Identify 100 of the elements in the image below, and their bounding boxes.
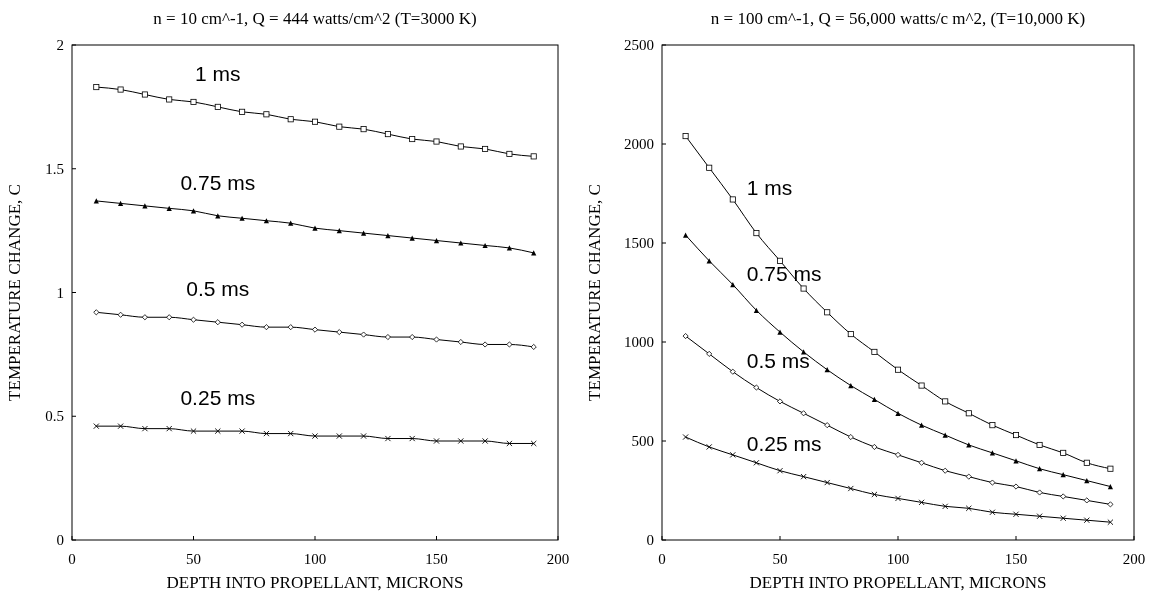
point [530,153,537,160]
point [409,136,416,143]
x-tick-label: 50 [772,551,788,567]
point [682,433,689,441]
point [214,103,221,110]
point [312,118,318,125]
point [239,428,246,435]
y-tick-label: 0 [56,532,64,548]
point [777,329,783,335]
point [433,138,440,145]
point [776,467,784,474]
point [263,430,270,437]
point [433,237,440,244]
point [989,450,995,456]
point [918,382,925,389]
point [847,331,854,338]
point [965,505,972,512]
point [239,215,245,221]
point [753,459,760,466]
point [942,467,949,474]
point [706,164,713,171]
x-tick-label: 100 [303,551,327,567]
point [287,324,294,331]
point [166,205,172,211]
point [894,495,902,502]
point [753,230,760,237]
series-label: 0.5 ms [746,348,810,372]
point [1013,432,1019,439]
point [1107,465,1114,472]
point [118,200,124,206]
y-tick-label: 1.5 [45,160,64,177]
point [93,198,99,204]
point [384,435,391,442]
series-label: 0.25 ms [180,386,256,410]
point [942,398,949,405]
point [871,348,878,355]
point [336,433,343,440]
point [409,235,415,241]
chart-title: n = 10 cm^-1, Q = 444 watts/cm^2 (T=3000 K) [153,9,477,28]
point [336,123,343,130]
point [777,257,783,264]
point [457,437,464,445]
point [263,111,270,118]
point [895,366,901,373]
point [1060,449,1067,456]
point [141,425,148,432]
y-tick-label: 0 [646,532,654,548]
y-tick-label: 1 [56,284,64,301]
point [871,396,877,403]
point [360,331,367,338]
point [360,126,367,133]
point [530,440,537,447]
x-tick-label: 200 [546,551,570,567]
point [1036,489,1043,496]
x-tick-label: 50 [186,551,201,567]
chart-title: n = 100 cm^-1, Q = 56,000 watts/c m^2, (T=10,000 K) [710,9,1086,28]
point [117,423,124,430]
point [336,228,342,234]
point [287,430,294,437]
point [1037,466,1043,472]
point [753,307,759,313]
point [729,368,736,375]
y-tick-label: 1000 [624,334,654,350]
point [458,240,464,246]
point [989,509,996,516]
x-tick-label: 100 [886,551,910,567]
point [239,108,246,115]
y-tick-label: 500 [631,433,654,449]
x-tick-label: 150 [425,551,448,567]
series-label: 0.75 ms [180,170,256,194]
y-tick-label: 2000 [624,136,654,152]
x-tick-label: 200 [1122,551,1146,567]
point [1083,517,1090,524]
y-tick-label: 2500 [624,37,654,53]
point [117,86,124,93]
y-tick-label: 0.5 [45,408,64,425]
x-tick-label: 150 [1004,551,1028,567]
point [93,423,100,430]
point [287,116,294,123]
point [801,349,807,355]
point [965,410,972,417]
series-label: 0.75 ms [746,261,822,285]
x-axis-title: DEPTH INTO PROPELLANT, MICRONS [166,573,464,592]
series-label: 0.5 ms [186,277,250,301]
point [729,196,736,203]
point [1107,519,1114,526]
point [729,451,736,458]
point [506,245,512,251]
y-axis-title: TEMPERATURE CHANGE, C [585,184,604,401]
point [682,133,689,140]
point [361,230,367,236]
point [871,443,878,450]
point [214,428,221,435]
point [800,473,807,480]
point [824,479,831,486]
point [166,425,173,432]
point [457,143,464,150]
y-axis-title: TEMPERATURE CHANGE, C [5,184,24,401]
series-label: 1 ms [195,61,241,85]
y-tick-label: 2 [56,37,64,53]
